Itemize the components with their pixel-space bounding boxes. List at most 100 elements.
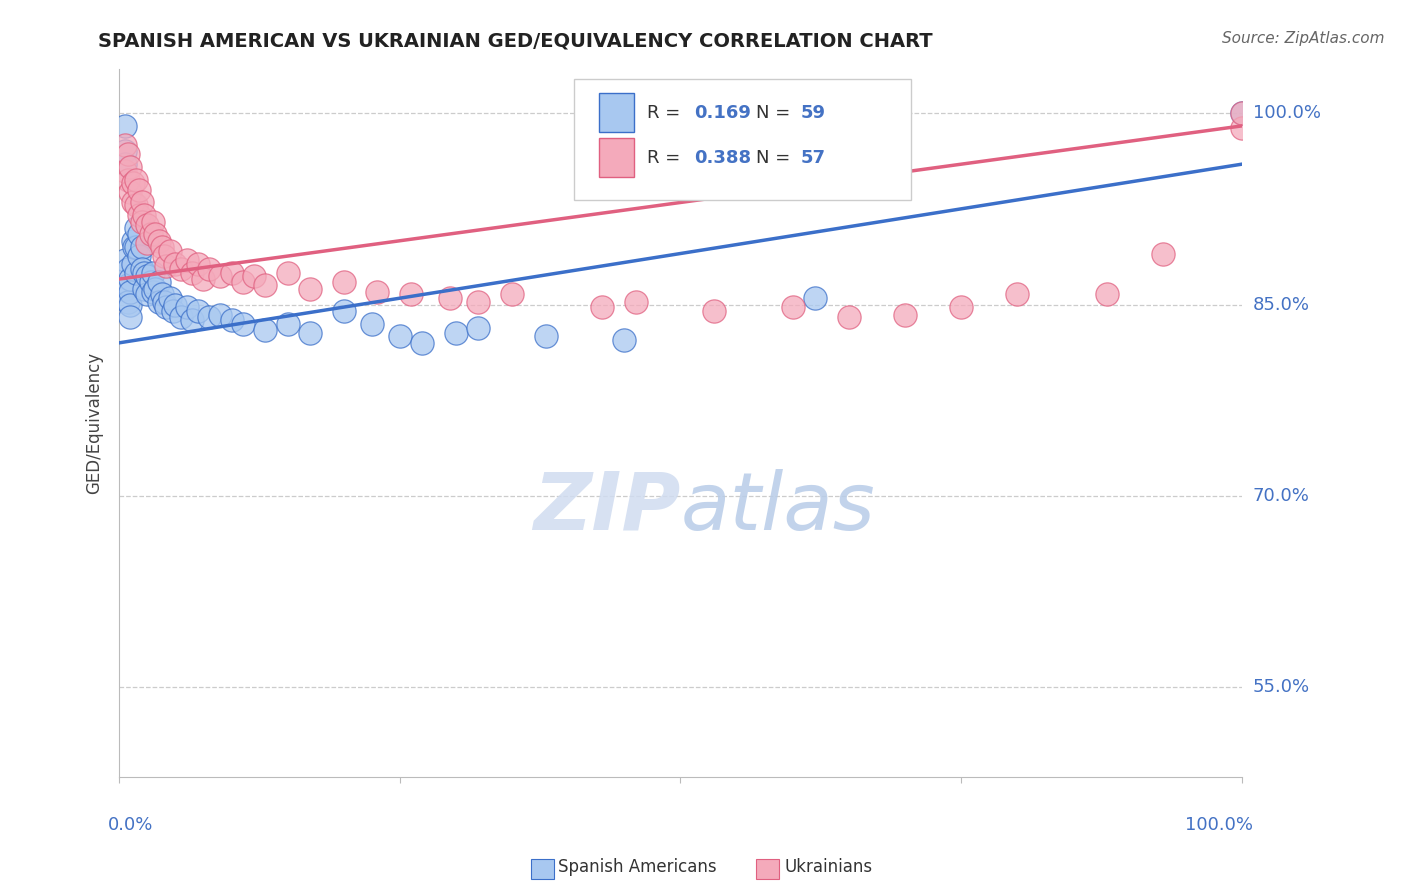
Text: 0.0%: 0.0% (108, 815, 153, 833)
Point (120, 310, 142, 325)
FancyBboxPatch shape (599, 94, 634, 132)
Point (534, 329, 557, 343)
Point (1230, 106, 1253, 120)
Point (125, 221, 148, 235)
Point (254, 323, 277, 337)
Point (125, 266, 148, 280)
Point (131, 261, 153, 276)
Y-axis label: GED/Equivalency: GED/Equivalency (86, 351, 103, 493)
Point (117, 147, 139, 161)
Point (131, 214, 153, 228)
Text: Source: ZipAtlas.com: Source: ZipAtlas.com (1222, 31, 1385, 46)
Point (388, 329, 411, 343)
Point (120, 297, 142, 311)
Point (121, 195, 143, 210)
Point (125, 240, 148, 254)
Point (120, 285, 142, 299)
Point (143, 282, 166, 296)
Point (153, 295, 176, 310)
Point (136, 219, 159, 233)
Point (894, 308, 917, 322)
Point (198, 261, 221, 276)
Point (148, 275, 170, 289)
Text: 100.0%: 100.0% (1253, 104, 1320, 122)
Text: 59: 59 (800, 104, 825, 122)
Point (142, 214, 165, 228)
Point (804, 291, 827, 305)
Point (1152, 246, 1174, 260)
Point (1230, 121, 1253, 136)
Point (128, 227, 150, 242)
Point (131, 240, 153, 254)
Text: 70.0%: 70.0% (1253, 487, 1309, 505)
Point (128, 249, 150, 263)
Point (176, 252, 198, 267)
Point (198, 310, 221, 325)
Point (142, 285, 165, 299)
Point (125, 198, 148, 212)
Point (150, 287, 173, 301)
Point (120, 160, 142, 174)
Point (165, 257, 187, 271)
Point (128, 183, 150, 197)
FancyBboxPatch shape (574, 79, 911, 200)
Point (114, 145, 136, 159)
Point (501, 287, 523, 301)
Point (181, 313, 204, 327)
Text: SPANISH AMERICAN VS UKRAINIAN GED/EQUIVALENCY CORRELATION CHART: SPANISH AMERICAN VS UKRAINIAN GED/EQUIVA… (98, 31, 934, 50)
Point (117, 172, 139, 186)
Point (181, 266, 204, 280)
Point (132, 266, 155, 280)
Point (155, 300, 177, 314)
Point (439, 291, 461, 305)
Point (148, 295, 170, 310)
Point (232, 275, 254, 289)
Point (467, 320, 489, 334)
Point (332, 275, 354, 289)
Text: 55.0%: 55.0% (1253, 678, 1310, 697)
Text: atlas: atlas (681, 468, 875, 547)
Point (411, 335, 433, 350)
Point (114, 138, 136, 153)
Point (159, 291, 181, 305)
Text: 57: 57 (800, 150, 825, 168)
Point (366, 285, 388, 299)
Point (139, 227, 162, 242)
Point (467, 295, 489, 310)
Point (399, 287, 422, 301)
Point (117, 278, 139, 293)
Point (139, 275, 162, 289)
Point (117, 295, 139, 310)
Point (299, 326, 322, 340)
Point (120, 186, 142, 200)
Text: Ukrainians: Ukrainians (785, 858, 873, 876)
Point (243, 269, 266, 284)
Text: R =: R = (647, 104, 686, 122)
Point (624, 295, 647, 310)
Point (254, 278, 277, 293)
Text: ZIP: ZIP (533, 468, 681, 547)
Point (131, 195, 153, 210)
Point (128, 208, 150, 222)
Point (613, 333, 636, 347)
Point (360, 317, 382, 331)
Point (187, 304, 209, 318)
Point (114, 119, 136, 133)
Text: 85.0%: 85.0% (1253, 295, 1310, 314)
Point (209, 269, 232, 284)
Point (120, 272, 142, 286)
Point (165, 297, 187, 311)
Point (136, 269, 159, 284)
FancyBboxPatch shape (599, 138, 634, 177)
Point (277, 266, 299, 280)
Point (187, 257, 209, 271)
Point (136, 287, 159, 301)
Point (159, 244, 181, 258)
Point (132, 208, 155, 222)
Point (176, 300, 198, 314)
Point (121, 177, 143, 191)
Point (114, 157, 136, 171)
Point (117, 261, 139, 276)
Point (232, 317, 254, 331)
Point (1005, 287, 1028, 301)
